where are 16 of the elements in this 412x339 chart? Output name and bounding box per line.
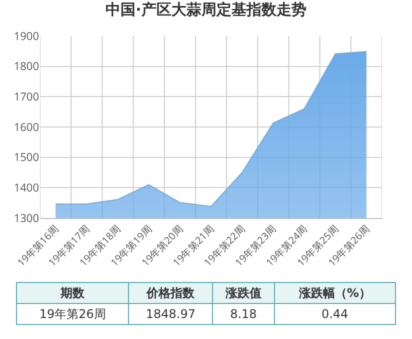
y-tick-label: 1300: [14, 210, 39, 226]
text: 价格指数: [128, 282, 213, 304]
y-tick-label: 1600: [14, 120, 39, 135]
text: 0.44: [274, 304, 396, 324]
text: 涨跌值: [212, 282, 274, 304]
text: 19年第26周: [16, 304, 129, 324]
y-tick-label: 1800: [14, 59, 39, 74]
text: 期数: [16, 282, 129, 304]
text: 涨跌幅（%）: [274, 282, 396, 304]
text: 8.18: [212, 304, 274, 324]
y-tick-label: 1900: [14, 28, 39, 44]
text: 1848.97: [128, 304, 213, 324]
y-tick-label: 1400: [14, 180, 39, 196]
y-tick-label: 1700: [14, 90, 39, 105]
chart-title: 中国·产区大蒜周定基指数走势: [106, 0, 306, 19]
y-tick-label: 1500: [14, 150, 39, 166]
